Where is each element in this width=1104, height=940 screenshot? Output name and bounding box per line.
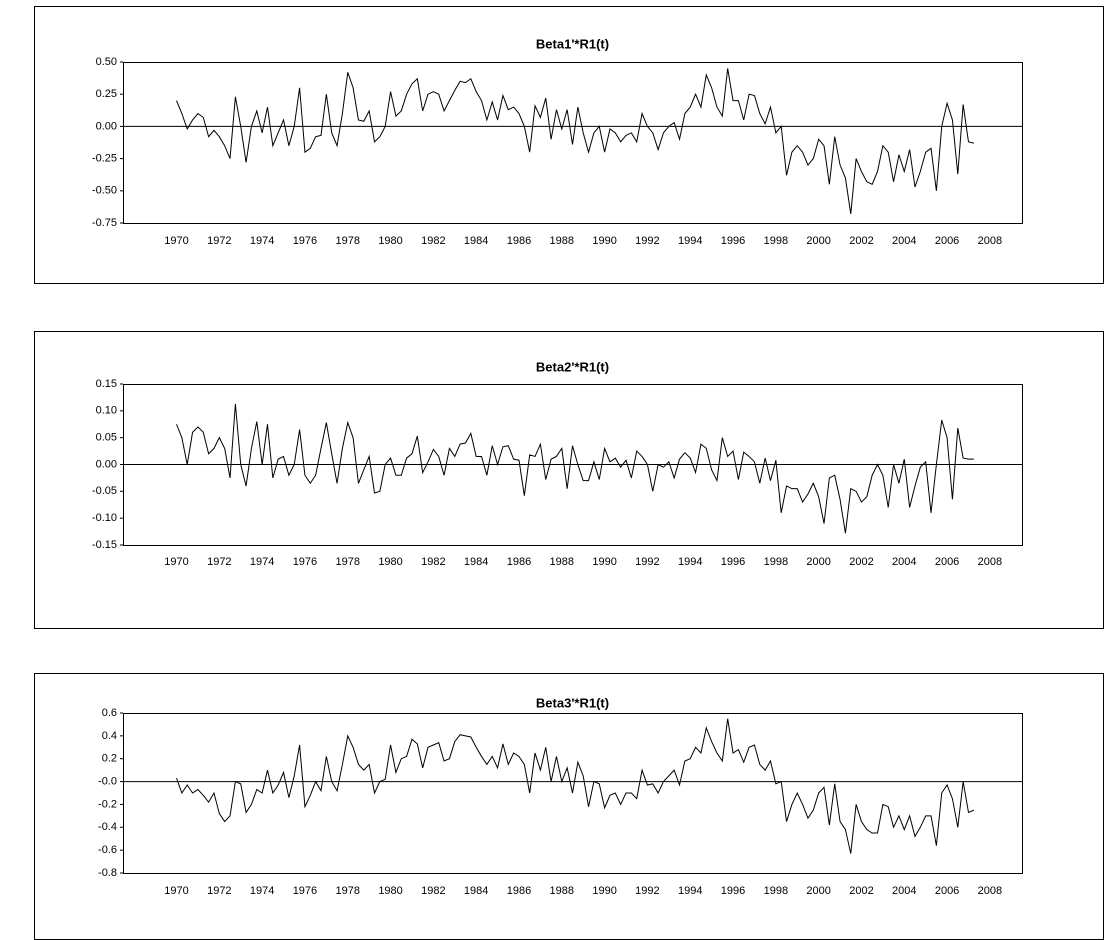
x-tick-label: 1978 xyxy=(336,556,360,568)
x-tick-label: 1982 xyxy=(421,556,445,568)
y-tick-label: -0.0 xyxy=(98,775,117,787)
x-tick-label: 1998 xyxy=(764,235,788,247)
x-tick-label: 1988 xyxy=(550,235,574,247)
chart-title: Beta2'*R1(t) xyxy=(536,359,609,374)
x-tick-label: 1992 xyxy=(635,235,659,247)
x-tick-label: 1994 xyxy=(678,235,702,247)
y-tick-label: -0.6 xyxy=(98,844,117,856)
x-tick-label: 1988 xyxy=(550,556,574,568)
x-tick-label: 2008 xyxy=(978,235,1002,247)
y-tick-label: 0.00 xyxy=(96,120,117,132)
x-tick-label: 2002 xyxy=(849,556,873,568)
x-tick-label: 1988 xyxy=(550,885,574,897)
x-tick-label: 1982 xyxy=(421,235,445,247)
x-tick-label: 1996 xyxy=(721,235,745,247)
x-tick-label: 1972 xyxy=(207,556,231,568)
y-tick-label: 0.2 xyxy=(102,753,117,765)
x-tick-label: 1990 xyxy=(592,885,616,897)
x-tick-label: 1990 xyxy=(592,235,616,247)
y-tick-label: 0.05 xyxy=(96,432,117,444)
x-tick-label: 2002 xyxy=(849,885,873,897)
y-tick-label: 0.25 xyxy=(96,88,117,100)
x-tick-label: 2006 xyxy=(935,235,959,247)
chart-title: Beta3'*R1(t) xyxy=(536,695,609,710)
x-tick-label: 1976 xyxy=(293,556,317,568)
x-tick-label: 1996 xyxy=(721,556,745,568)
x-tick-label: 2006 xyxy=(935,556,959,568)
x-tick-label: 2000 xyxy=(806,885,830,897)
y-tick-label: -0.10 xyxy=(92,512,117,524)
x-tick-label: 1970 xyxy=(164,556,188,568)
x-tick-label: 1974 xyxy=(250,556,274,568)
y-tick-label: 0.00 xyxy=(96,458,117,470)
plot-area xyxy=(123,713,1023,874)
x-tick-label: 1970 xyxy=(164,885,188,897)
x-tick-label: 1972 xyxy=(207,885,231,897)
x-tick-label: 1992 xyxy=(635,885,659,897)
x-tick-label: 2002 xyxy=(849,235,873,247)
x-tick-label: 2008 xyxy=(978,885,1002,897)
x-tick-label: 2000 xyxy=(806,235,830,247)
x-tick-label: 2000 xyxy=(806,556,830,568)
y-tick-label: -0.25 xyxy=(92,153,117,165)
data-line xyxy=(176,68,974,215)
x-tick-label: 2004 xyxy=(892,885,916,897)
y-tick-label: 0.15 xyxy=(96,378,117,390)
x-tick-label: 1974 xyxy=(250,885,274,897)
plot-area xyxy=(123,62,1023,224)
x-tick-label: 1996 xyxy=(721,885,745,897)
x-tick-label: 2008 xyxy=(978,556,1002,568)
x-tick-label: 1976 xyxy=(293,235,317,247)
x-tick-label: 1986 xyxy=(507,885,531,897)
x-tick-label: 1998 xyxy=(764,885,788,897)
x-tick-label: 1980 xyxy=(378,556,402,568)
y-tick-label: -0.05 xyxy=(92,485,117,497)
chart-title: Beta1'*R1(t) xyxy=(536,36,609,51)
x-tick-label: 1992 xyxy=(635,556,659,568)
y-tick-label: -0.50 xyxy=(92,185,117,197)
x-tick-label: 1974 xyxy=(250,235,274,247)
x-tick-label: 1986 xyxy=(507,556,531,568)
x-tick-label: 2004 xyxy=(892,235,916,247)
panel-frame xyxy=(34,331,1104,629)
x-tick-label: 2006 xyxy=(935,885,959,897)
x-tick-label: 1978 xyxy=(336,885,360,897)
data-line xyxy=(176,718,975,854)
x-tick-label: 1972 xyxy=(207,235,231,247)
data-line xyxy=(176,403,974,534)
x-tick-label: 1986 xyxy=(507,235,531,247)
y-tick-label: 0.50 xyxy=(96,56,117,68)
x-tick-label: 1978 xyxy=(336,235,360,247)
x-tick-label: 1970 xyxy=(164,235,188,247)
y-tick-label: 0.6 xyxy=(102,707,117,719)
x-tick-label: 1984 xyxy=(464,235,488,247)
y-tick-label: -0.8 xyxy=(98,867,117,879)
x-tick-label: 2004 xyxy=(892,556,916,568)
y-tick-label: 0.4 xyxy=(102,730,117,742)
x-tick-label: 1994 xyxy=(678,885,702,897)
y-tick-label: -0.4 xyxy=(98,821,117,833)
x-tick-label: 1998 xyxy=(764,556,788,568)
y-tick-label: -0.15 xyxy=(92,539,117,551)
y-tick-label: -0.75 xyxy=(92,217,117,229)
x-tick-label: 1980 xyxy=(378,885,402,897)
y-tick-label: 0.10 xyxy=(96,405,117,417)
x-tick-label: 1980 xyxy=(378,235,402,247)
x-tick-label: 1976 xyxy=(293,885,317,897)
x-tick-label: 1982 xyxy=(421,885,445,897)
x-tick-label: 1984 xyxy=(464,885,488,897)
x-tick-label: 1984 xyxy=(464,556,488,568)
x-tick-label: 1994 xyxy=(678,556,702,568)
y-tick-label: -0.2 xyxy=(98,798,117,810)
x-tick-label: 1990 xyxy=(592,556,616,568)
